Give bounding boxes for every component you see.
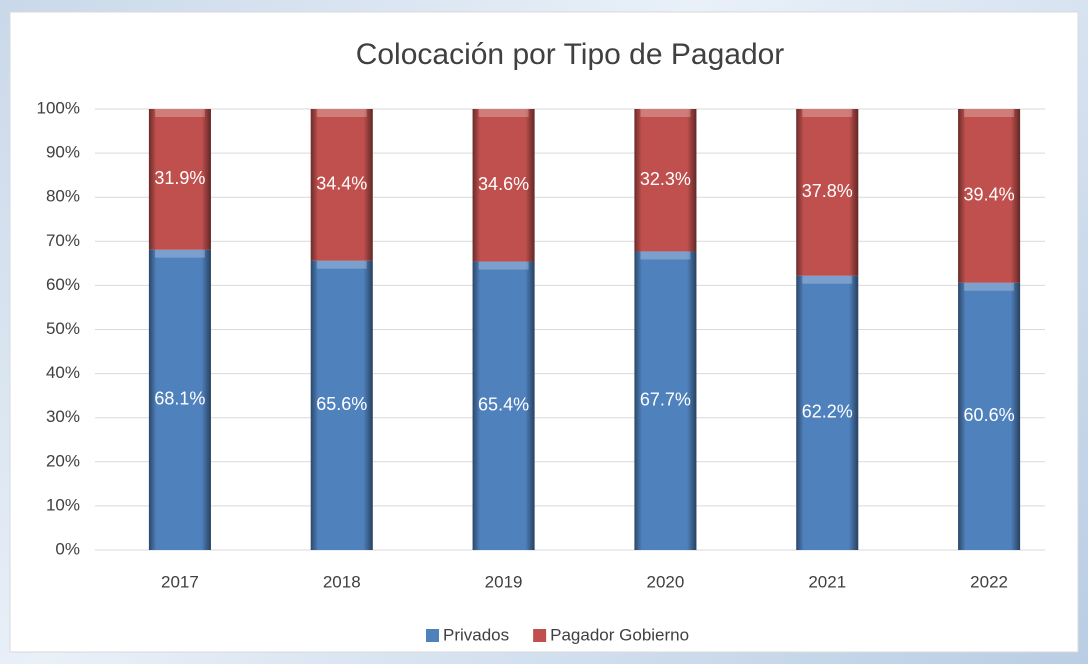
x-tick-label: 2018 <box>323 572 361 591</box>
legend-swatch <box>533 629 547 642</box>
legend-label: Privados <box>443 625 509 644</box>
bar-shade <box>796 109 859 276</box>
bar-bevel <box>154 109 205 117</box>
legend-label: Pagador Gobierno <box>550 625 689 644</box>
bar-bevel <box>154 249 205 258</box>
value-label: 62.2% <box>802 402 853 422</box>
bar-bevel <box>478 109 529 117</box>
bar-bevel <box>802 109 853 117</box>
bar-bevel <box>316 109 367 117</box>
bar-shade <box>472 109 535 262</box>
bar-bevel <box>802 275 853 284</box>
value-label: 34.4% <box>316 174 367 194</box>
bar-shade <box>796 275 859 550</box>
y-tick-label: 90% <box>46 143 80 162</box>
bar-shade <box>148 249 211 550</box>
bar-bevel <box>316 260 367 269</box>
x-tick-label: 2021 <box>808 572 846 591</box>
value-label: 68.1% <box>154 389 205 409</box>
value-label: 31.9% <box>154 168 205 188</box>
bar-shade <box>634 251 697 550</box>
value-label: 39.4% <box>964 185 1015 205</box>
value-label: 65.4% <box>478 395 529 415</box>
bar-bevel <box>640 109 691 117</box>
value-label: 34.6% <box>478 174 529 194</box>
y-tick-label: 100% <box>37 98 80 117</box>
y-tick-label: 40% <box>46 363 80 382</box>
value-label: 65.6% <box>316 394 367 414</box>
y-tick-label: 20% <box>46 451 80 470</box>
bar-shade <box>310 109 373 261</box>
bar-shade <box>634 109 697 252</box>
chart-title: Colocación por Tipo de Pagador <box>356 38 785 71</box>
x-tick-label: 2019 <box>485 572 523 591</box>
bar-bevel <box>640 251 691 260</box>
value-label: 67.7% <box>640 389 691 409</box>
bar-bevel <box>478 261 529 270</box>
value-label: 37.8% <box>802 181 853 201</box>
x-tick-label: 2022 <box>970 572 1008 591</box>
x-tick-label: 2020 <box>647 572 685 591</box>
y-tick-label: 0% <box>55 539 80 558</box>
y-tick-label: 80% <box>46 187 80 206</box>
legend-swatch <box>426 629 439 642</box>
bar-bevel <box>964 109 1015 117</box>
bar-shade <box>958 282 1021 550</box>
value-label: 32.3% <box>640 169 691 189</box>
y-tick-label: 70% <box>46 231 80 250</box>
value-label: 60.6% <box>964 405 1015 425</box>
y-tick-label: 30% <box>46 407 80 426</box>
y-tick-label: 60% <box>46 275 80 294</box>
y-tick-label: 10% <box>46 495 80 514</box>
y-tick-label: 50% <box>46 319 80 338</box>
bar-shade <box>148 109 211 250</box>
bar-shade <box>958 109 1021 283</box>
bar-shade <box>310 260 373 550</box>
bar-shade <box>472 261 535 550</box>
x-tick-label: 2017 <box>161 572 199 591</box>
bar-bevel <box>964 282 1015 291</box>
